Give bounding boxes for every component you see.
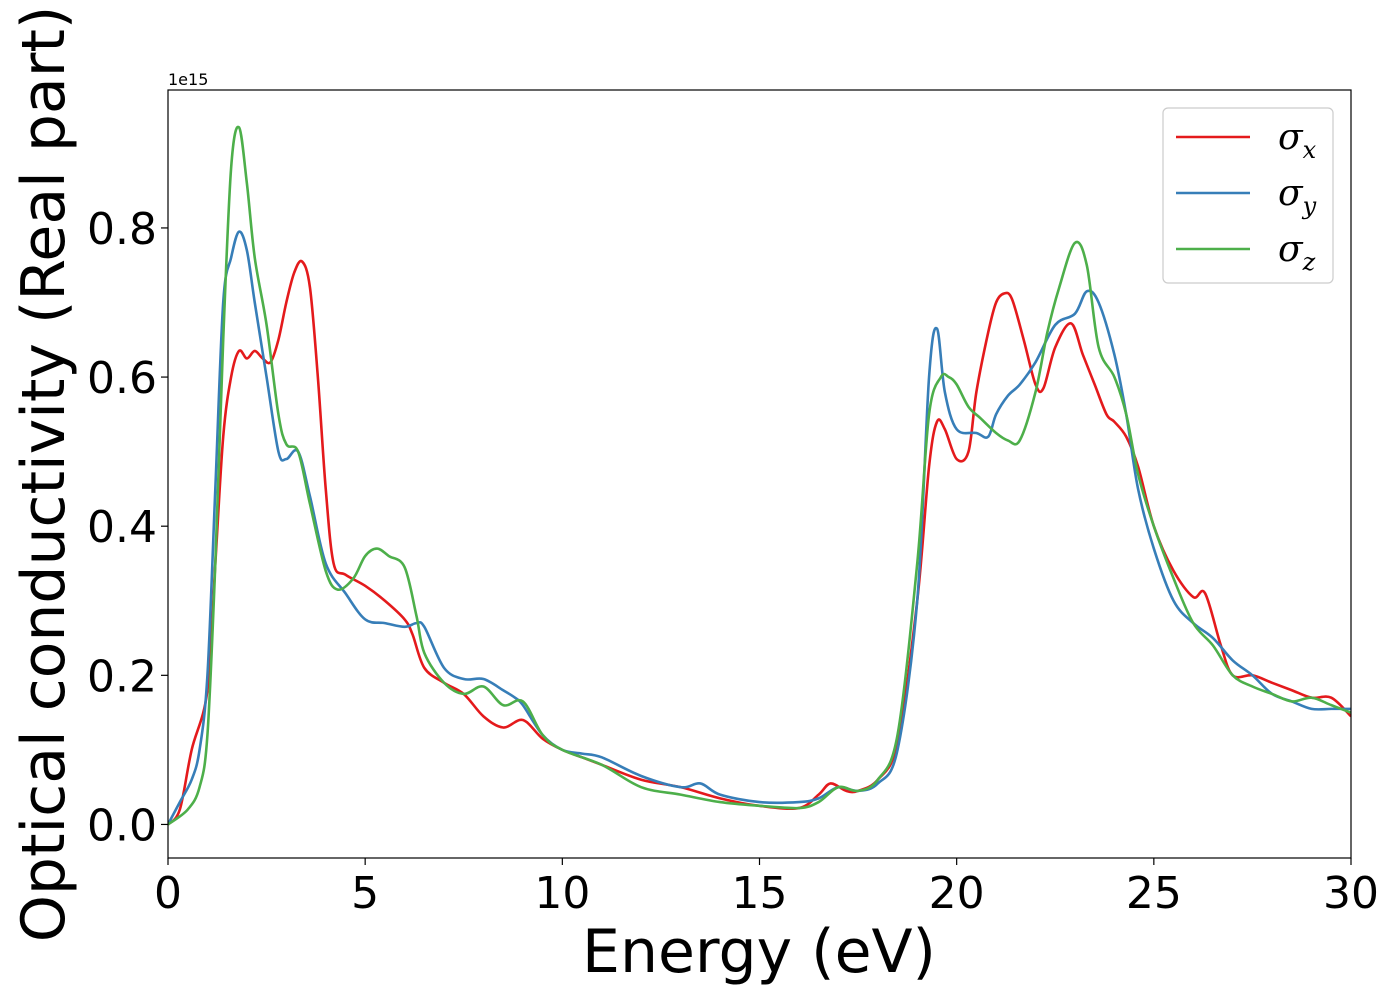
x-tick-label: 15 — [732, 868, 788, 919]
x-tick-label: 30 — [1323, 868, 1379, 919]
y-tick-label: 0.0 — [87, 800, 157, 851]
legend-label-y: σy — [1278, 173, 1317, 220]
x-tick-label: 25 — [1126, 868, 1182, 919]
plot-area — [168, 90, 1351, 858]
x-tick-label: 0 — [154, 868, 182, 919]
legend-subscript: x — [1303, 136, 1317, 164]
x-axis-label: Energy (eV) — [582, 917, 936, 987]
y-axis-label: Optical conductivity (Real part) — [9, 6, 79, 943]
legend-label-x: σx — [1278, 117, 1317, 164]
y-tick-label: 0.2 — [87, 651, 157, 702]
legend-symbol: σ — [1278, 173, 1304, 214]
x-axis-ticks: 0 5 10 15 20 25 30 — [154, 858, 1379, 919]
y-tick-label: 0.6 — [87, 353, 157, 404]
y-tick-label: 0.4 — [87, 502, 157, 553]
legend-symbol: σ — [1278, 117, 1304, 158]
x-tick-label: 10 — [534, 868, 590, 919]
legend-subscript: y — [1302, 192, 1317, 220]
y-tick-label: 0.8 — [87, 204, 157, 255]
y-axis-ticks: 0.0 0.2 0.4 0.6 0.8 — [87, 204, 168, 851]
y-offset-label: 1e15 — [168, 70, 208, 89]
series-line-y — [168, 230, 1351, 826]
x-tick-label: 20 — [929, 868, 985, 919]
series-layer — [168, 125, 1351, 826]
legend-symbol: σ — [1278, 229, 1304, 270]
legend-label-z: σz — [1278, 229, 1316, 276]
legend-subscript: z — [1302, 248, 1316, 276]
series-line-z — [168, 125, 1351, 826]
legend-box — [1162, 107, 1334, 284]
x-tick-label: 5 — [351, 868, 379, 919]
